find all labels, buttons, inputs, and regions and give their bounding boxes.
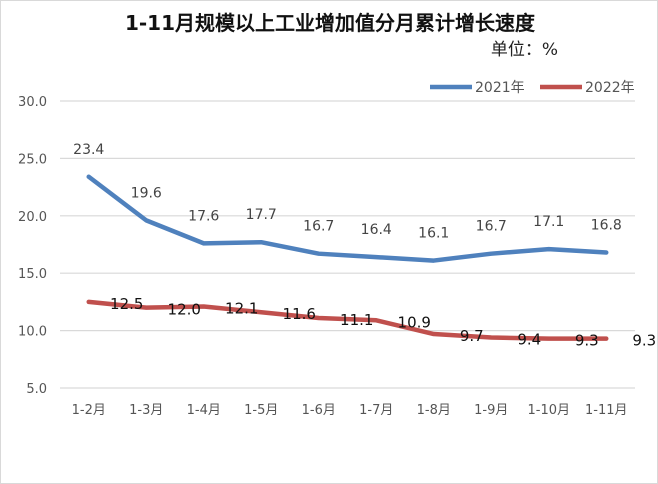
series-line-2022年 — [86, 299, 609, 341]
data-label: 11.1 — [340, 311, 373, 329]
data-label: 12.5 — [110, 295, 143, 313]
data-label: 17.7 — [246, 207, 277, 223]
x-tick-label: 1-9月 — [474, 403, 508, 418]
data-label: 16.8 — [591, 218, 622, 234]
data-label: 9.3 — [632, 332, 656, 350]
y-tick-label: 25.0 — [18, 152, 47, 167]
x-tick-label: 1-3月 — [129, 403, 163, 418]
x-tick-label: 1-8月 — [417, 403, 451, 418]
y-tick-label: 30.0 — [18, 95, 47, 110]
chart-title: 1-11月规模以上工业增加值分月累计增长速度 — [125, 11, 536, 35]
data-label: 9.3 — [575, 332, 599, 350]
data-label: 16.1 — [418, 226, 449, 242]
x-tick-label: 1-6月 — [302, 403, 336, 418]
legend-label: 2021年 — [475, 80, 525, 96]
data-label: 9.4 — [517, 330, 541, 348]
y-tick-label: 15.0 — [18, 267, 47, 282]
y-tick-label: 20.0 — [18, 210, 47, 225]
y-tick-label: 5.0 — [26, 382, 47, 397]
data-label: 16.4 — [361, 222, 392, 238]
data-label: 12.1 — [225, 299, 258, 317]
y-tick-label: 10.0 — [18, 325, 47, 340]
data-label: 12.0 — [168, 301, 201, 319]
data-label: 16.7 — [303, 219, 334, 235]
x-tick-label: 1-7月 — [359, 403, 393, 418]
data-label: 9.7 — [460, 327, 484, 345]
data-label: 19.6 — [131, 185, 162, 201]
x-tick-label: 1-2月 — [72, 403, 106, 418]
unit-label: 单位：% — [491, 40, 558, 60]
x-tick-label: 1-5月 — [244, 403, 278, 418]
series-line-2021年 — [86, 174, 609, 263]
x-tick-label: 1-4月 — [187, 403, 221, 418]
x-tick-label: 1-11月 — [585, 403, 628, 418]
legend-label: 2022年 — [585, 80, 635, 96]
data-label: 17.1 — [533, 214, 564, 230]
data-label: 10.9 — [398, 313, 431, 331]
data-label: 11.6 — [283, 305, 316, 323]
x-tick-label: 1-10月 — [527, 403, 570, 418]
data-label: 16.7 — [476, 219, 507, 235]
data-label: 17.6 — [188, 208, 219, 224]
data-label: 23.4 — [73, 142, 104, 158]
